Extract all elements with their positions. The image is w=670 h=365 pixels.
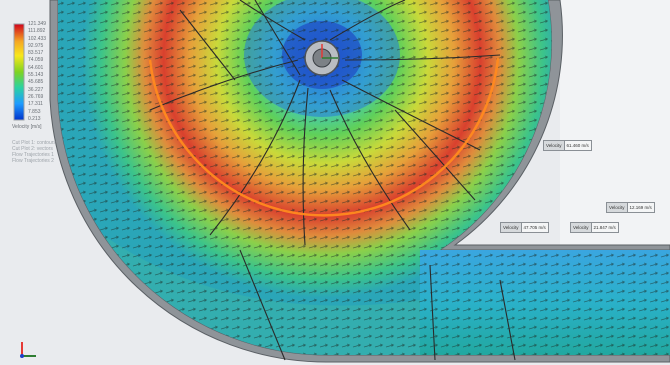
legend-tick: 83.517	[28, 50, 44, 57]
legend-tick: 45.685	[28, 79, 44, 86]
probe-key: Velocity	[501, 223, 522, 232]
probe-label[interactable]: Velocity 21.847 m/s	[570, 222, 619, 233]
probe-value: 47.705 m/s	[523, 225, 546, 230]
impeller-rim	[148, 57, 500, 217]
orientation-triad-icon	[20, 342, 36, 358]
probe-key: Velocity	[607, 203, 628, 212]
legend-tick: 55.143	[28, 72, 44, 79]
probe-key: Velocity	[544, 141, 565, 150]
legend-tick: 64.601	[28, 64, 44, 71]
legend-tick: 102.433	[28, 35, 47, 42]
plot-info-line: Flow Trajectories 2	[12, 158, 54, 164]
legend-tick: 121.349	[28, 21, 47, 27]
impeller-blades	[149, 0, 516, 361]
legend-tick: 17.311	[28, 101, 43, 108]
plot-info-line: Cut Plot 2: vectors	[12, 146, 53, 152]
legend-ticks: 121.349 111.892 102.433 92.975 83.517 74…	[28, 22, 74, 122]
probe-value: 21.847 m/s	[593, 225, 616, 230]
legend-unit-label: Velocity [m/s]	[12, 124, 42, 130]
probe-value: 61.460 m/s	[566, 143, 589, 148]
probe-key: Velocity	[571, 223, 592, 232]
plot-info-line: Flow Trajectories 1	[12, 152, 54, 158]
legend-tick: 7.853	[28, 108, 41, 115]
probe-label[interactable]: Velocity 47.705 m/s	[500, 222, 549, 233]
probe-value: 12.169 m/s	[629, 205, 652, 210]
impeller-hub[interactable]	[304, 40, 340, 76]
plot-info: Cut Plot 1: contours Cut Plot 2: vectors…	[12, 140, 56, 164]
legend-tick: 74.059	[28, 57, 44, 64]
probe-label[interactable]: Velocity 12.169 m/s	[606, 202, 655, 213]
legend-tick: 0.213	[28, 115, 41, 122]
legend-tick: 92.975	[28, 42, 44, 49]
legend-tick: 26.769	[28, 93, 44, 100]
legend-tick: 111.892	[28, 28, 46, 35]
probe-label[interactable]: Velocity 61.460 m/s	[543, 140, 592, 151]
plot-info-line: Cut Plot 1: contours	[12, 140, 56, 146]
legend-tick: 36.227	[28, 86, 44, 93]
legend-color-bar	[13, 23, 25, 121]
